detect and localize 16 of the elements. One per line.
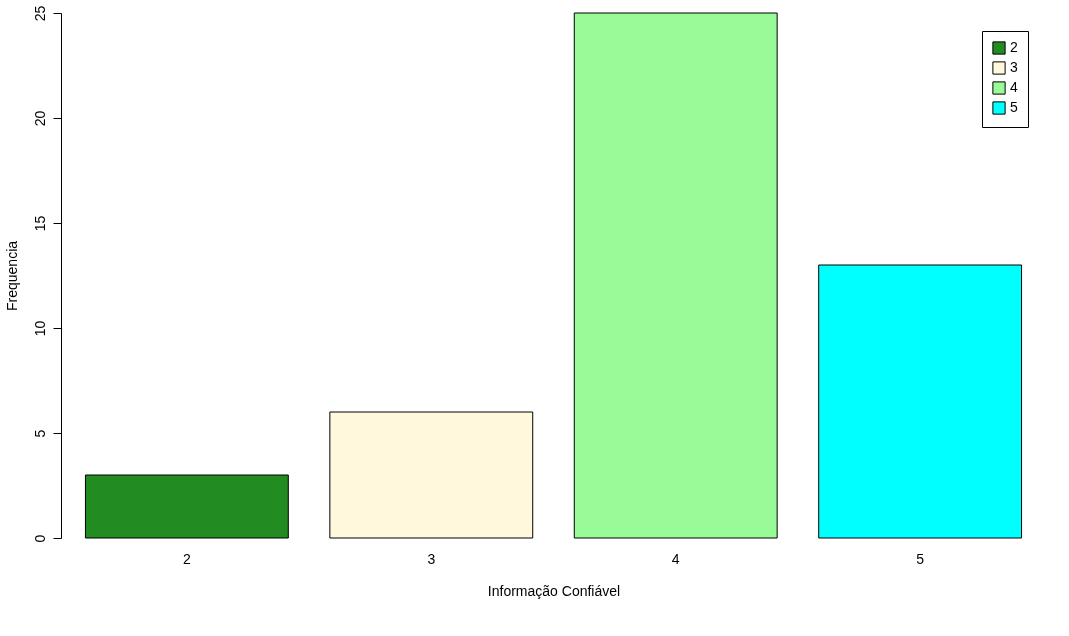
y-axis-title: Frequencia (3, 240, 20, 312)
y-tick-label: 25 (31, 5, 48, 22)
x-tick-label: 2 (182, 550, 191, 567)
y-tick-label: 15 (31, 215, 48, 232)
legend-label: 2 (1010, 39, 1018, 55)
x-tick-label: 3 (427, 550, 436, 567)
legend-label: 3 (1010, 59, 1018, 75)
legend-label: 4 (1010, 79, 1018, 95)
x-axis-title: Informação Confiável (487, 582, 621, 599)
x-tick-label: 4 (671, 550, 680, 567)
y-tick-label: 20 (31, 110, 48, 127)
y-tick-label: 10 (31, 320, 48, 337)
legend-label: 5 (1010, 99, 1018, 115)
x-tick-label: 5 (916, 550, 925, 567)
y-tick-label: 5 (31, 429, 48, 438)
y-tick-label: 0 (31, 534, 48, 543)
